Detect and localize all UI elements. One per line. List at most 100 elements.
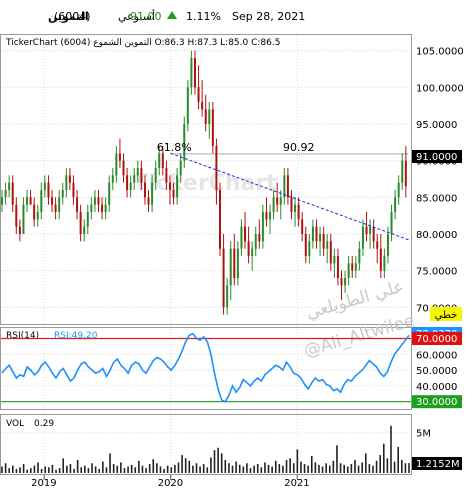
candle (401, 153, 404, 190)
candle-body (240, 226, 243, 249)
rsi-70-tag (412, 331, 462, 345)
volume-bar (357, 465, 360, 473)
candle-body (54, 204, 57, 212)
volume-bar (195, 463, 198, 473)
line-type-label: خطي (435, 310, 458, 321)
volume-bar (1, 466, 3, 473)
candle-body (394, 197, 397, 212)
volume-bar (364, 453, 367, 473)
volume-bar (346, 466, 349, 473)
candle-body (390, 212, 393, 234)
candle (97, 190, 100, 212)
rsi-70-tag-label: 70.0000 (416, 334, 457, 345)
volume-series (1, 425, 410, 473)
candle (29, 190, 32, 205)
candle-body (111, 175, 114, 183)
candle-body (336, 256, 339, 278)
candle (115, 146, 118, 183)
candle (322, 226, 325, 256)
candle (33, 197, 36, 227)
candle-body (15, 204, 18, 227)
volume-bar (386, 458, 389, 473)
last-price-tag (412, 150, 462, 163)
candle-body (333, 256, 336, 264)
candle (365, 212, 368, 242)
candle (251, 241, 254, 271)
line-type-tag[interactable] (430, 307, 462, 321)
volume-bar (80, 467, 83, 473)
candle (118, 138, 121, 168)
trendline (170, 152, 410, 241)
volume-bar (292, 463, 295, 473)
volume-bar (256, 464, 259, 473)
candle-body (18, 226, 21, 234)
candle (147, 190, 150, 212)
volume-bar (177, 462, 180, 473)
candle-body (172, 190, 175, 198)
candle-body (222, 248, 225, 308)
candle (172, 182, 175, 205)
volume-bar (33, 465, 36, 473)
candle-body (286, 175, 289, 198)
candle (90, 197, 93, 220)
candle-body (108, 182, 111, 205)
candle (394, 190, 397, 220)
volume-bar (91, 463, 93, 473)
candle (161, 146, 164, 176)
change-percent: 1.11% (186, 10, 221, 23)
candle (236, 241, 239, 286)
volume-bar (325, 463, 327, 473)
price-tick-label: 75.0000 (416, 267, 457, 278)
candle (22, 197, 25, 234)
volume-bar (102, 461, 104, 473)
candle-body (344, 278, 347, 286)
candle (179, 153, 182, 183)
candle-body (176, 175, 179, 198)
volume-bar (210, 457, 212, 473)
candle-body (147, 197, 150, 205)
chart-info-line: TickerChart التموين الشموع (6004) O:86.3… (5, 38, 280, 48)
volume-bar (206, 467, 209, 473)
candle-body (376, 241, 379, 249)
candle (93, 190, 96, 212)
volume-bar (15, 468, 18, 473)
candle (76, 190, 79, 220)
candle-body (22, 204, 25, 234)
candle (354, 256, 357, 278)
price-tick-label: 80.0000 (416, 230, 457, 241)
volume-value: 0.29 (34, 419, 54, 429)
candle-body (40, 190, 43, 212)
volume-bar (354, 459, 356, 473)
volume-bar (339, 463, 342, 473)
candle-body (68, 175, 71, 183)
stock-name: التموين (48, 10, 89, 23)
time-tick-label: 2021 (284, 478, 309, 489)
volume-bar (116, 465, 119, 473)
price-tick-label: 85.0000 (416, 193, 457, 204)
candle (283, 168, 286, 205)
candle (165, 160, 168, 190)
candle (244, 212, 247, 249)
volume-bar (174, 464, 176, 473)
volume-bar (98, 468, 101, 473)
volume-bar (328, 465, 331, 473)
volume-bar (318, 464, 320, 473)
candle (294, 197, 297, 227)
candle (329, 234, 332, 271)
volume-bar (120, 462, 122, 473)
volume-bar (138, 460, 140, 473)
candle-body (129, 182, 132, 190)
volume-bar (37, 462, 39, 473)
candle (315, 219, 318, 249)
candle-body (233, 248, 236, 278)
interval-label[interactable]: أسبوعي (118, 9, 155, 23)
candle-body (351, 263, 354, 271)
candle (269, 204, 272, 234)
candle-body (47, 182, 50, 198)
volume-bar (285, 459, 288, 473)
volume-bar (156, 463, 158, 473)
rsi-axis: 40.0000 50.0000 60.0000 (416, 350, 457, 393)
candle-body (51, 197, 54, 205)
candle (183, 116, 186, 168)
candle (8, 175, 11, 198)
